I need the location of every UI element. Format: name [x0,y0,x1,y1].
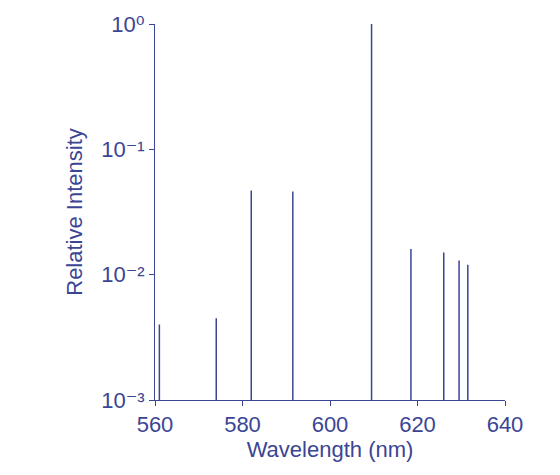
svg-text:640: 640 [487,412,524,437]
svg-text:10⁰: 10⁰ [111,12,144,37]
svg-text:Relative Intensity: Relative Intensity [62,128,87,296]
svg-text:600: 600 [312,412,349,437]
svg-text:10⁻²: 10⁻² [101,262,144,287]
svg-text:10⁻¹: 10⁻¹ [101,137,144,162]
svg-text:580: 580 [224,412,261,437]
svg-text:10⁻³: 10⁻³ [101,388,144,413]
svg-text:Wavelength (nm): Wavelength (nm) [247,437,414,462]
svg-text:560: 560 [137,412,174,437]
svg-text:620: 620 [399,412,436,437]
